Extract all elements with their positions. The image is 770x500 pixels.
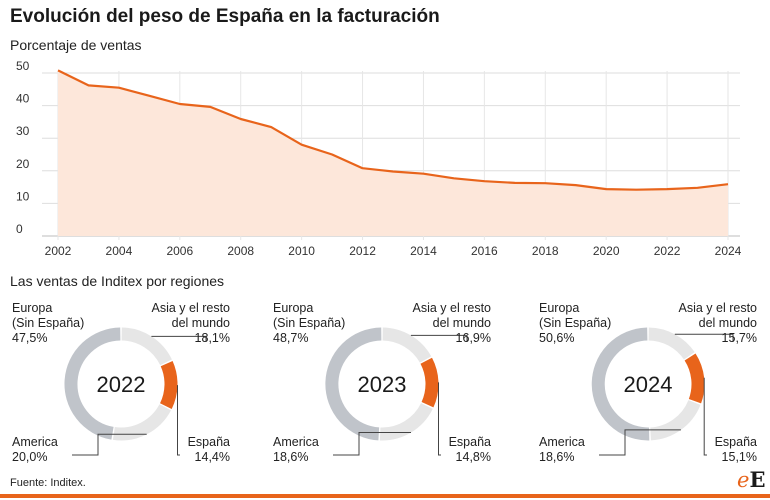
label-asia-name: Asia y el resto del mundo [151, 301, 230, 330]
label-europa: Europa (Sin España) 47,5% [12, 301, 84, 346]
label-asia-value: 18,1% [194, 331, 230, 345]
slice-asia [648, 327, 695, 360]
label-europa-name: Europa (Sin España) [539, 301, 612, 330]
label-europa-value: 50,6% [539, 331, 575, 345]
donut-chart-2023: 2023 [325, 327, 468, 456]
leader-line [410, 334, 468, 342]
label-america-value: 20,0% [12, 450, 48, 464]
leader-line [177, 385, 180, 456]
label-asia-name: Asia y el resto del mundo [678, 301, 757, 330]
label-espana-value: 14,8% [455, 450, 491, 464]
y-tick-label: 40 [16, 92, 30, 106]
x-axis-ticks: 2002 2004 2006 2008 2010 2012 2014 2016 2018 2020… [45, 244, 742, 258]
label-europa: Europa (Sin España) 48,7% [273, 301, 345, 346]
series-line [57, 69, 729, 191]
slice-america [379, 402, 433, 441]
slice-espana [684, 353, 705, 404]
chart-title: Evolución del peso de España en la factu… [10, 6, 440, 27]
label-espana-name: España [187, 435, 230, 449]
label-europa-name: Europa (Sin España) [273, 301, 346, 330]
source-note: Fuente: Inditex. [10, 477, 86, 489]
donut-panel-2022: 2022 Europa (Sin España) 47,5% Asia y el… [10, 296, 260, 471]
leader-line [438, 382, 441, 456]
label-espana-name: España [448, 435, 491, 449]
y-axis-ticks: 0 10 20 30 40 50 [16, 59, 30, 236]
slice-europa [64, 327, 121, 440]
x-tick-label: 2022 [654, 244, 681, 258]
donut-chart-2024: 2024 [591, 327, 734, 456]
slice-espana [420, 357, 439, 408]
y-tick-label: 20 [16, 157, 30, 171]
x-tick-label: 2010 [288, 244, 315, 258]
label-europa-value: 47,5% [12, 331, 48, 345]
donut-year-label: 2022 [97, 372, 146, 397]
label-america: America 18,6% [273, 435, 319, 465]
slice-asia [382, 327, 432, 363]
label-asia-name: Asia y el resto del mundo [412, 301, 491, 330]
x-tick-label: 2020 [593, 244, 620, 258]
x-tick-label: 2016 [471, 244, 498, 258]
label-america-value: 18,6% [273, 450, 309, 464]
donut-year-label: 2024 [624, 372, 673, 397]
label-espana-value: 15,1% [721, 450, 757, 464]
leader-line [599, 429, 681, 456]
label-espana-name: España [714, 435, 757, 449]
brand-logo: eE [737, 467, 766, 492]
x-tick-label: 2006 [166, 244, 193, 258]
y-tick-label: 30 [16, 124, 30, 138]
chart-subtitle: Porcentaje de ventas [10, 37, 142, 53]
label-europa: Europa (Sin España) 50,6% [539, 301, 611, 346]
label-espana-value: 14,4% [194, 450, 230, 464]
leader-line [72, 433, 147, 456]
label-america-name: America [539, 435, 585, 449]
leader-line [333, 432, 411, 456]
slice-europa [325, 327, 382, 441]
x-tick-label: 2004 [106, 244, 133, 258]
label-espana: España 15,1% [715, 435, 757, 465]
bottom-accent-rule [0, 494, 770, 498]
label-america: America 18,6% [539, 435, 585, 465]
donut-panel-2024: 2024 Europa (Sin España) 50,6% Asia y el… [537, 296, 770, 471]
donut-section-title: Las ventas de Inditex por regiones [10, 273, 225, 289]
x-tick-label: 2014 [410, 244, 437, 258]
label-america-name: America [12, 435, 58, 449]
donut-year-label: 2023 [358, 372, 407, 397]
x-tick-label: 2018 [532, 244, 559, 258]
donut-panel-2023: 2023 Europa (Sin España) 48,7% Asia y el… [271, 296, 521, 471]
leader-line [703, 377, 707, 456]
label-asia: Asia y el resto del mundo 16,9% [412, 301, 491, 346]
slice-espana [159, 360, 178, 409]
label-asia: Asia y el resto del mundo 15,7% [678, 301, 757, 346]
slice-america [112, 404, 171, 441]
label-espana: España 14,8% [449, 435, 491, 465]
label-espana: España 14,4% [188, 435, 230, 465]
x-tick-label: 2002 [45, 244, 72, 258]
label-europa-name: Europa (Sin España) [12, 301, 85, 330]
area-chart: 0 10 20 30 40 50 2002 2004 2006 2008 2010 2012 2014… [16, 59, 742, 258]
y-tick-label: 0 [16, 222, 23, 236]
x-tick-label: 2024 [715, 244, 742, 258]
series-points [57, 70, 729, 190]
label-asia: Asia y el resto del mundo 18,1% [151, 301, 230, 346]
slice-america [649, 399, 701, 441]
leader-line [151, 335, 207, 342]
label-asia-value: 15,7% [721, 331, 757, 345]
label-asia-value: 16,9% [455, 331, 491, 345]
x-tick-label: 2008 [227, 244, 254, 258]
x-tick-label: 2012 [349, 244, 376, 258]
label-europa-value: 48,7% [273, 331, 309, 345]
label-america-value: 18,6% [539, 450, 575, 464]
y-tick-label: 10 [16, 189, 30, 203]
donut-chart-2022: 2022 [64, 327, 207, 456]
y-tick-label: 50 [16, 59, 30, 73]
leader-line [674, 333, 734, 342]
area-fill [58, 70, 728, 237]
slice-asia [121, 327, 172, 366]
label-america: America 20,0% [12, 435, 58, 465]
label-america-name: America [273, 435, 319, 449]
